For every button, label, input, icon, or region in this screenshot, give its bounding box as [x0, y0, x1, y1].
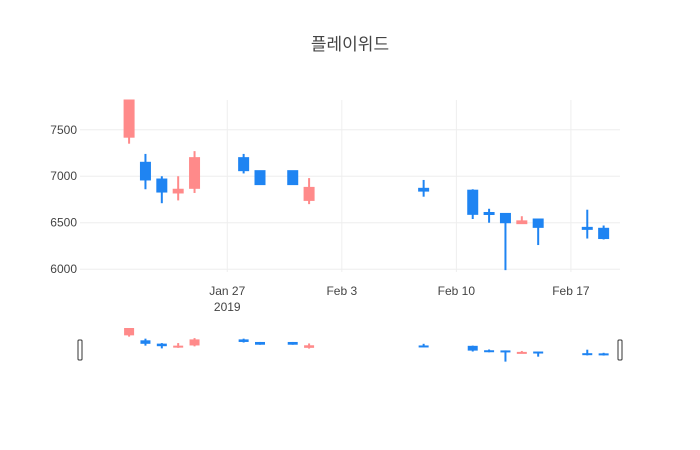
candle-body [418, 187, 430, 192]
slider-candle [140, 338, 151, 346]
candle-decreasing [418, 179, 430, 197]
slider-candle [467, 345, 478, 352]
candle-decreasing [287, 170, 299, 186]
candle-decreasing [483, 208, 495, 223]
candle-decreasing [156, 176, 168, 204]
slider-candle [238, 338, 249, 343]
slider-candle [156, 343, 167, 349]
range-slider[interactable] [77, 328, 623, 362]
candle-decreasing [238, 153, 250, 174]
candle-body [123, 99, 135, 138]
slider-candle-body [140, 340, 151, 344]
x-tick-label: Feb 10 [438, 284, 476, 298]
candle-decreasing [499, 212, 511, 271]
candle-decreasing [467, 189, 479, 220]
slider-candle-body [484, 350, 495, 353]
grid-layer [80, 100, 620, 272]
slider-candle [124, 328, 135, 337]
candle-body [139, 161, 151, 181]
x-tick-label: Feb 17 [552, 284, 590, 298]
candle-body [467, 189, 479, 215]
slider-candle [189, 338, 200, 347]
slider-candle [484, 349, 495, 353]
candle-body [532, 218, 544, 228]
y-tick-label: 7000 [50, 169, 77, 183]
candle-decreasing [254, 170, 266, 186]
candle-body [156, 178, 168, 193]
candle-increasing [516, 216, 528, 225]
candle-body [516, 220, 528, 225]
candle-increasing [189, 151, 201, 193]
slider-candle-body [467, 345, 478, 351]
slider-candle-body [533, 351, 544, 354]
slider-handle-left[interactable] [77, 339, 83, 361]
slider-candle-body [418, 345, 429, 348]
slider-candle-body [598, 353, 609, 356]
slider-candle [287, 341, 298, 345]
candle-decreasing [532, 218, 544, 246]
slider-candle [304, 343, 315, 349]
candle-body [581, 226, 593, 230]
slider-candle-body [238, 339, 249, 342]
slider-candle [173, 343, 184, 348]
slider-candle [500, 350, 511, 362]
candle-layer [123, 99, 610, 271]
candle-increasing [303, 178, 315, 205]
candle-body [254, 170, 266, 186]
candle-body [189, 157, 201, 189]
candle-body [238, 157, 250, 172]
candle-body [303, 186, 315, 201]
slider-candle-body [516, 351, 527, 354]
slider-candle-body [304, 345, 315, 348]
slider-candle-body [500, 350, 511, 353]
y-tick-label: 6000 [50, 262, 77, 276]
candle-body [499, 212, 511, 224]
candle-body [483, 211, 495, 215]
slider-candle-body [173, 345, 184, 348]
x-tick-label: Jan 27 [209, 284, 245, 298]
slider-candle [533, 351, 544, 357]
x-tick-sublabel: 2019 [214, 300, 241, 314]
slider-candle-body [582, 353, 593, 356]
slider-candle [582, 349, 593, 356]
slider-candle-body [156, 343, 167, 347]
candle-increasing [172, 176, 184, 201]
chart-title: 플레이위드 [311, 35, 389, 55]
y-tick-label: 6500 [50, 216, 77, 230]
candle-body [598, 227, 610, 240]
slider-candle-body [287, 341, 298, 345]
slider-candle-body [124, 328, 135, 336]
slider-candle [418, 343, 429, 348]
slider-candle-body [255, 341, 265, 345]
slider-candle [516, 350, 527, 354]
candle-decreasing [581, 209, 593, 239]
slider-handle-right[interactable] [617, 339, 623, 361]
slider-candle-body [189, 339, 200, 346]
y-tick-label: 7500 [50, 123, 77, 137]
candle-body [172, 188, 184, 194]
x-tick-label: Feb 3 [326, 284, 357, 298]
candle-decreasing [139, 153, 151, 190]
candle-increasing [123, 99, 135, 144]
slider-candle [598, 352, 609, 356]
axis-layer: 6000 6500 7000 7500 Jan 27 2019 Feb 3 Feb 10 Feb… [50, 123, 590, 314]
candle-body [287, 170, 299, 186]
candle-decreasing [598, 225, 610, 240]
slider-candle [255, 341, 265, 345]
